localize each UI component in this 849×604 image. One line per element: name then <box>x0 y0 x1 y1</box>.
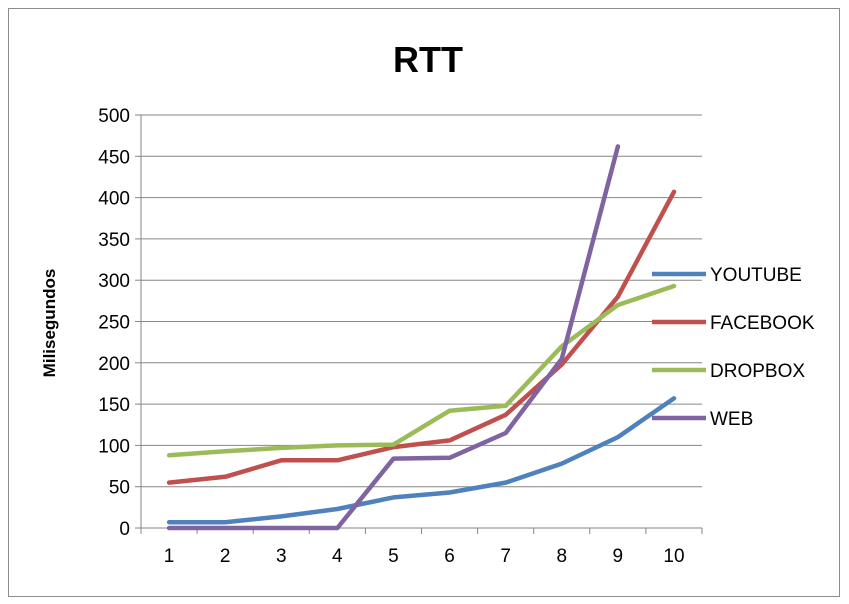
y-tick-label: 400 <box>98 189 130 210</box>
y-tick-label: 300 <box>98 271 130 292</box>
series-line-youtube <box>166 396 677 525</box>
x-tick-label: 7 <box>500 546 511 567</box>
y-tick-label: 450 <box>98 147 130 168</box>
legend-label-dropbox: DROPBOX <box>710 361 805 382</box>
chart-frame <box>8 8 840 597</box>
x-tick-label: 10 <box>663 546 684 567</box>
x-tick-label: 6 <box>444 546 455 567</box>
x-tick-label: 4 <box>332 546 343 567</box>
x-tick-label: 2 <box>220 546 231 567</box>
series-line-facebook <box>166 189 677 485</box>
y-tick-label: 0 <box>119 519 130 540</box>
x-tick-label: 9 <box>613 546 624 567</box>
y-axis-label: Milisegundos <box>40 269 59 378</box>
series-line-dropbox <box>166 283 677 458</box>
axes: 0 50 100 150 200 250 300 350 400 450 500 1 2 3 4 5 6 7 8 9 1… <box>98 106 703 567</box>
y-tick-label: 250 <box>98 313 130 334</box>
y-tick-label: 350 <box>98 230 130 251</box>
series-lines <box>166 144 677 531</box>
y-tick-label: 500 <box>98 106 130 127</box>
legend-label-facebook: FACEBOOK <box>710 313 815 334</box>
y-tick-label: 150 <box>98 395 130 416</box>
series-line-web <box>166 144 621 531</box>
legend: YOUTUBE FACEBOOK DROPBOX WEB <box>652 265 815 430</box>
x-tick-label: 5 <box>388 546 399 567</box>
legend-label-youtube: YOUTUBE <box>710 265 802 286</box>
x-tick-label: 3 <box>276 546 287 567</box>
y-tick-label: 100 <box>98 436 130 457</box>
chart-title: RTT <box>393 39 463 80</box>
legend-label-web: WEB <box>710 409 753 430</box>
gridlines <box>141 114 702 488</box>
y-tick-label: 200 <box>98 354 130 375</box>
x-tick-label: 1 <box>164 546 175 567</box>
x-tick-label: 8 <box>556 546 567 567</box>
y-tick-label: 50 <box>109 478 130 499</box>
